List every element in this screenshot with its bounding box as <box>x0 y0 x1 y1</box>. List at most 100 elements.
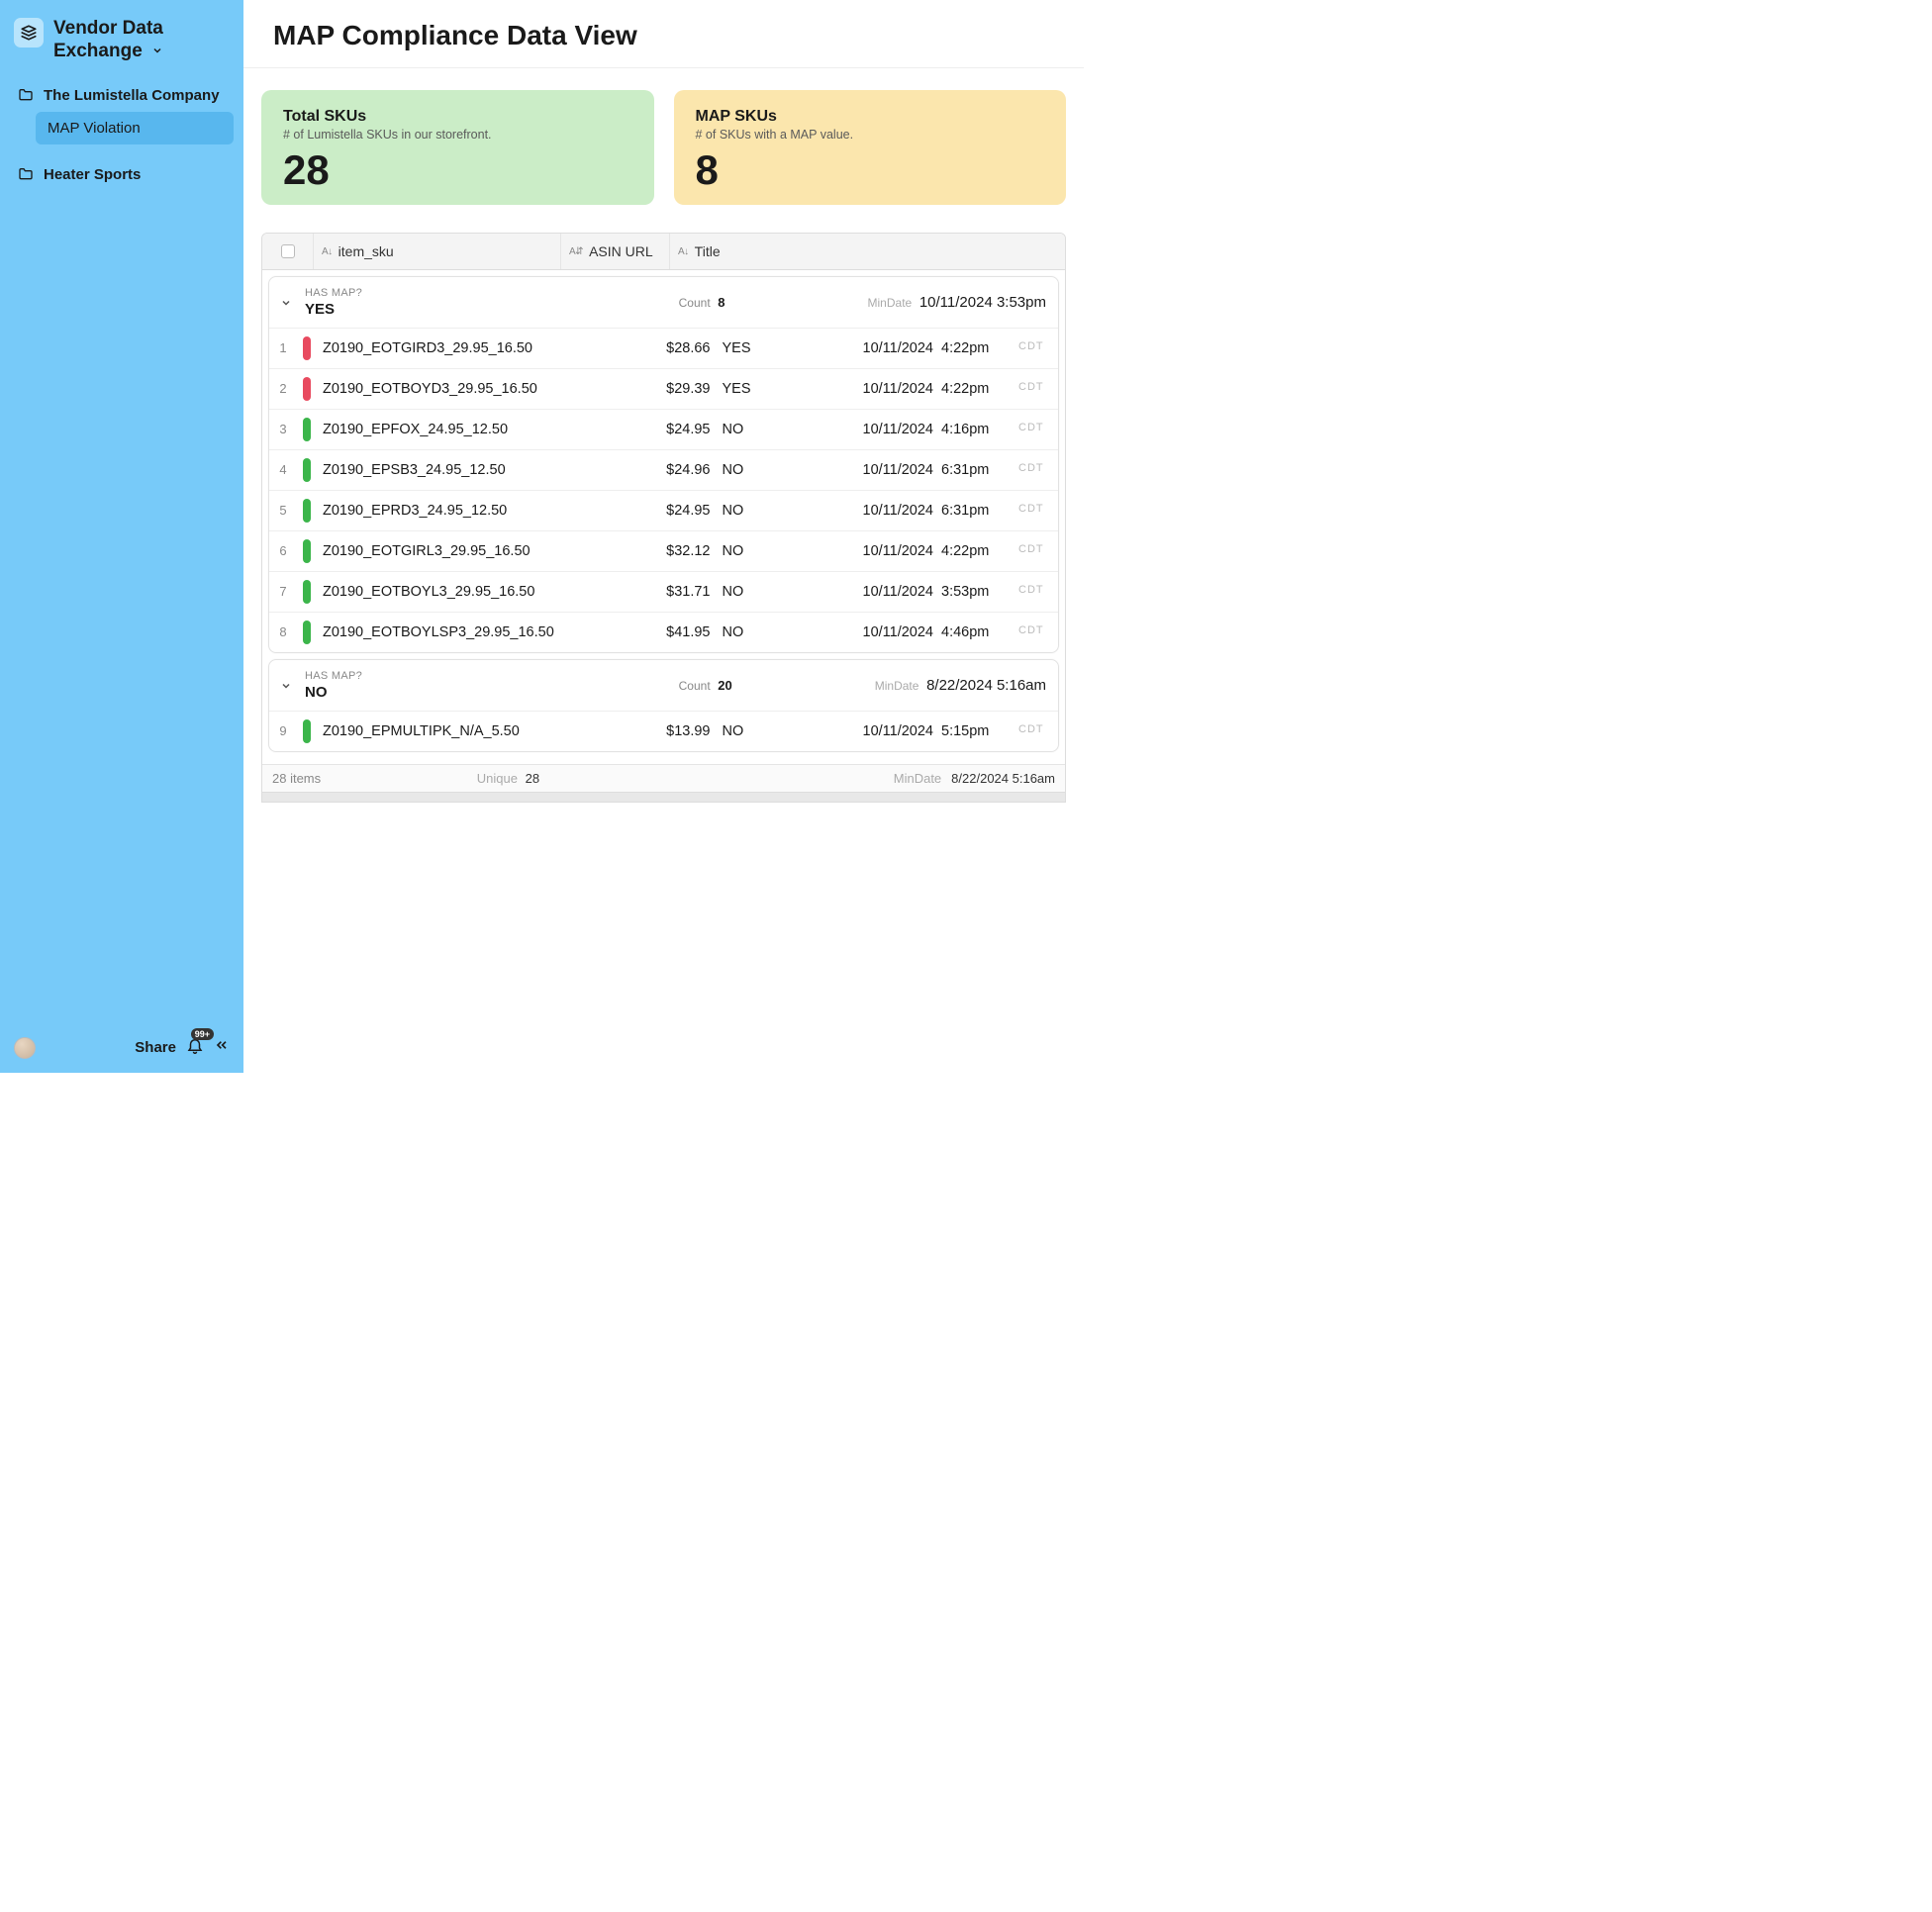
cell-price: $31.71 <box>628 572 717 612</box>
column-label: ASIN URL <box>589 243 653 259</box>
cell-date: 10/11/2024 <box>838 329 937 368</box>
horizontal-scrollbar[interactable] <box>262 792 1065 802</box>
row-index: 1 <box>269 329 297 368</box>
sidebar: Vendor Data Exchange The Lumistella Comp… <box>0 0 243 1073</box>
cell-violation: NO <box>717 410 786 449</box>
summary-card: MAP SKUs # of SKUs with a MAP value. 8 <box>674 90 1067 205</box>
nav-item-lumistella[interactable]: The Lumistella Company <box>10 79 234 112</box>
nav: The Lumistella Company MAP Violation Hea… <box>0 73 243 197</box>
mindate-label: MinDate <box>894 771 941 786</box>
cell-time: 4:22pm <box>937 531 1014 571</box>
status-bar <box>303 539 311 563</box>
mindate-label: MinDate <box>875 679 919 693</box>
cell-time: 6:31pm <box>937 491 1014 530</box>
cell-violation: NO <box>717 613 786 652</box>
row-index: 7 <box>269 572 297 612</box>
main: MAP Compliance Data View Total SKUs # of… <box>243 0 1084 1073</box>
table-footer: 28 items Unique 28 MinDate 8/22/2024 5:1… <box>262 764 1065 792</box>
table-row[interactable]: 5 Z0190_EPRD3_24.95_12.50 $24.95 NO 10/1… <box>269 490 1058 530</box>
table-row[interactable]: 3 Z0190_EPFOX_24.95_12.50 $24.95 NO 10/1… <box>269 409 1058 449</box>
card-title: MAP SKUs <box>696 108 1045 126</box>
status-bar <box>303 458 311 482</box>
cell-date: 10/11/2024 <box>838 531 937 571</box>
table-row[interactable]: 7 Z0190_EOTBOYL3_29.95_16.50 $31.71 NO 1… <box>269 571 1058 612</box>
card-subtitle: # of Lumistella SKUs in our storefront. <box>283 128 632 142</box>
page-title: MAP Compliance Data View <box>273 20 1054 51</box>
cell-date: 10/11/2024 <box>838 369 937 409</box>
mindate-label: MinDate <box>868 296 913 310</box>
cell-timezone: CDT <box>1014 329 1058 368</box>
cell-time: 5:15pm <box>937 712 1014 751</box>
cell-sku: Z0190_EOTGIRL3_29.95_16.50 <box>317 531 574 571</box>
nav-label: MAP Violation <box>48 120 141 137</box>
brand[interactable]: Vendor Data Exchange <box>0 0 243 73</box>
cell-sku: Z0190_EPMULTIPK_N/A_5.50 <box>317 712 574 751</box>
column-asin-url[interactable]: A⇵ ASIN URL <box>561 234 670 269</box>
cell-sku: Z0190_EOTBOYD3_29.95_16.50 <box>317 369 574 409</box>
row-index: 9 <box>269 712 297 751</box>
table-row[interactable]: 2 Z0190_EOTBOYD3_29.95_16.50 $29.39 YES … <box>269 368 1058 409</box>
column-item-sku[interactable]: A↓ item_sku <box>314 234 561 269</box>
group-question: HAS MAP? <box>305 670 362 682</box>
nav-label: Heater Sports <box>44 166 141 183</box>
status-bar <box>303 719 311 743</box>
status-bar <box>303 580 311 604</box>
row-index: 8 <box>269 613 297 652</box>
table-row[interactable]: 6 Z0190_EOTGIRL3_29.95_16.50 $32.12 NO 1… <box>269 530 1058 571</box>
cell-violation: NO <box>717 712 786 751</box>
cell-date: 10/11/2024 <box>838 450 937 490</box>
row-index: 2 <box>269 369 297 409</box>
cell-price: $24.95 <box>628 491 717 530</box>
cell-date: 10/11/2024 <box>838 712 937 751</box>
formula-icon: A↓ <box>678 246 689 257</box>
nav-item-heater[interactable]: Heater Sports <box>10 158 234 191</box>
group-header[interactable]: HAS MAP? YES Count 8 MinDate 10/11/2024 … <box>269 277 1058 328</box>
cell-time: 3:53pm <box>937 572 1014 612</box>
cell-timezone: CDT <box>1014 531 1058 571</box>
row-group: HAS MAP? NO Count 20 MinDate 8/22/2024 5… <box>268 659 1059 752</box>
cell-timezone: CDT <box>1014 369 1058 409</box>
chevron-down-icon[interactable] <box>151 41 163 63</box>
chevron-down-icon[interactable] <box>277 287 295 312</box>
items-count: 28 items <box>272 771 321 786</box>
cell-time: 4:46pm <box>937 613 1014 652</box>
cell-sku: Z0190_EOTBOYL3_29.95_16.50 <box>317 572 574 612</box>
select-all-column[interactable] <box>262 234 314 269</box>
table-row[interactable]: 9 Z0190_EPMULTIPK_N/A_5.50 $13.99 NO 10/… <box>269 711 1058 751</box>
group-answer: NO <box>305 684 362 701</box>
cell-sku: Z0190_EPRD3_24.95_12.50 <box>317 491 574 530</box>
cell-violation: NO <box>717 450 786 490</box>
cell-price: $41.95 <box>628 613 717 652</box>
table-row[interactable]: 8 Z0190_EOTBOYLSP3_29.95_16.50 $41.95 NO… <box>269 612 1058 652</box>
cell-sku: Z0190_EPFOX_24.95_12.50 <box>317 410 574 449</box>
cell-timezone: CDT <box>1014 572 1058 612</box>
page-header: MAP Compliance Data View <box>243 0 1084 68</box>
column-title[interactable]: A↓ Title <box>670 234 1065 269</box>
cell-timezone: CDT <box>1014 712 1058 751</box>
share-button[interactable]: Share <box>135 1039 176 1056</box>
count-label: Count <box>679 679 711 693</box>
card-subtitle: # of SKUs with a MAP value. <box>696 128 1045 142</box>
table-row[interactable]: 4 Z0190_EPSB3_24.95_12.50 $24.96 NO 10/1… <box>269 449 1058 490</box>
cell-price: $13.99 <box>628 712 717 751</box>
cell-time: 4:22pm <box>937 369 1014 409</box>
cell-timezone: CDT <box>1014 491 1058 530</box>
table-row[interactable]: 1 Z0190_EOTGIRD3_29.95_16.50 $28.66 YES … <box>269 328 1058 368</box>
avatar[interactable] <box>14 1037 36 1059</box>
cell-violation: NO <box>717 531 786 571</box>
nav-label: The Lumistella Company <box>44 87 220 104</box>
notifications-button[interactable]: 99+ <box>186 1036 204 1059</box>
collapse-sidebar-button[interactable] <box>214 1037 230 1058</box>
data-table: A↓ item_sku A⇵ ASIN URL A↓ Title <box>261 233 1066 803</box>
status-bar <box>303 499 311 523</box>
cell-sku: Z0190_EPSB3_24.95_12.50 <box>317 450 574 490</box>
cell-price: $24.95 <box>628 410 717 449</box>
checkbox-icon[interactable] <box>281 244 295 258</box>
group-header[interactable]: HAS MAP? NO Count 20 MinDate 8/22/2024 5… <box>269 660 1058 711</box>
nav-item-map-violation[interactable]: MAP Violation <box>36 112 234 144</box>
count-label: Count <box>679 296 711 310</box>
cell-violation: NO <box>717 491 786 530</box>
count-value: 20 <box>718 678 731 693</box>
cell-date: 10/11/2024 <box>838 410 937 449</box>
chevron-down-icon[interactable] <box>277 670 295 695</box>
